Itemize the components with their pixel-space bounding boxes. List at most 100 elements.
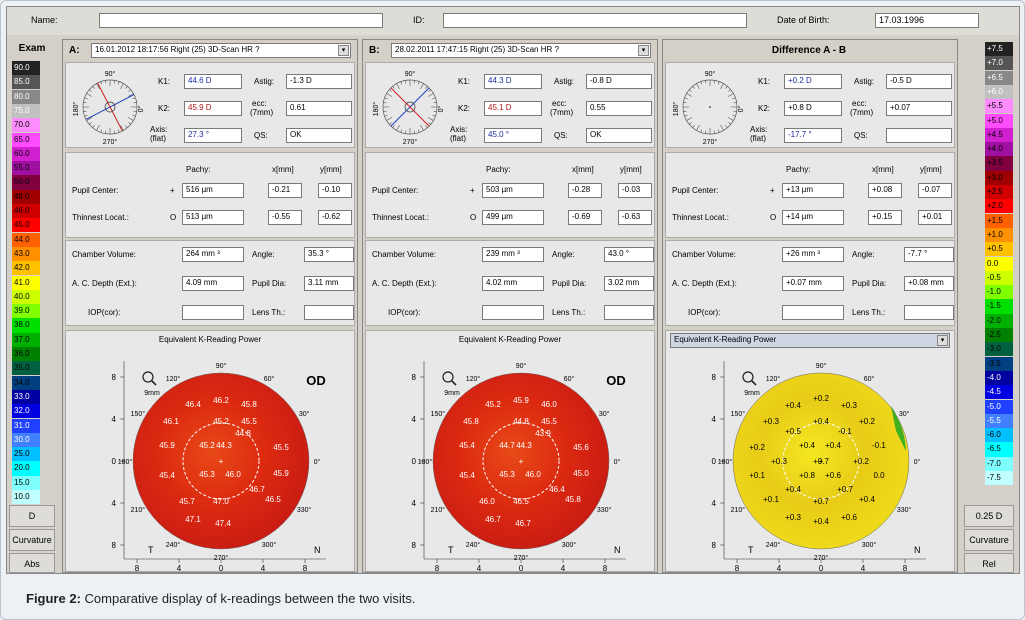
- thin-y-value[interactable]: -0.62: [318, 210, 352, 225]
- qs-value[interactable]: [886, 128, 952, 143]
- pupil-pachy-value[interactable]: +13 µm: [782, 183, 844, 198]
- ecc-value[interactable]: 0.55: [586, 101, 652, 116]
- name-field[interactable]: [99, 13, 383, 28]
- k2-value[interactable]: 45.9 D: [184, 101, 242, 116]
- ecc-value[interactable]: 0.61: [286, 101, 352, 116]
- thin-x-value[interactable]: -0.55: [268, 210, 302, 225]
- nasal-label: N: [314, 545, 321, 555]
- astig-value[interactable]: -1.3 D: [286, 74, 352, 89]
- chevron-down-icon[interactable]: ▾: [638, 45, 649, 56]
- magnifier-icon[interactable]: [142, 371, 157, 386]
- pupil-y-value[interactable]: -0.07: [918, 183, 952, 198]
- axis-value[interactable]: 27.3 °: [184, 128, 242, 143]
- id-field[interactable]: [443, 13, 747, 28]
- thin-y-value[interactable]: +0.01: [918, 210, 952, 225]
- magnifier-icon[interactable]: [442, 371, 457, 386]
- x-tick-label: 0: [819, 564, 824, 571]
- thin-pachy-value[interactable]: 513 µm: [182, 210, 244, 225]
- color-scale-step: -5.5: [985, 413, 1013, 428]
- scale-mode-button[interactable]: Abs: [9, 553, 55, 573]
- astig-value[interactable]: -0.5 D: [886, 74, 952, 89]
- thin-x-value[interactable]: -0.69: [568, 210, 602, 225]
- map-type-select[interactable]: Equivalent K-Reading Power ▾: [670, 333, 950, 348]
- chamber-volume-value[interactable]: 264 mm ³: [182, 247, 244, 262]
- angle-value[interactable]: -7.7 °: [904, 247, 954, 262]
- map-value: 44.3: [216, 441, 232, 450]
- chamber-volume-value[interactable]: 239 mm ³: [482, 247, 544, 262]
- map-value: 45.9: [159, 441, 175, 450]
- map-type-button[interactable]: Curvature: [9, 529, 55, 551]
- color-scale-step: 45.0: [12, 218, 40, 233]
- anterior-chamber-section: Chamber Volume: 264 mm ³ Angle: 35.3 ° A. C.…: [65, 240, 355, 326]
- pupil-pachy-value[interactable]: 503 µm: [482, 183, 544, 198]
- ac-depth-value[interactable]: 4.09 mm: [182, 276, 244, 291]
- ecc-value[interactable]: +0.07: [886, 101, 952, 116]
- lens-value[interactable]: [904, 305, 954, 320]
- thin-x-value[interactable]: +0.15: [868, 210, 902, 225]
- qs-value[interactable]: OK: [286, 128, 352, 143]
- ecc-label: ecc:: [252, 99, 267, 108]
- map-type-button[interactable]: Curvature: [964, 529, 1014, 551]
- axis-value[interactable]: 45.0 °: [484, 128, 542, 143]
- scale-mode-button[interactable]: Rel: [964, 553, 1014, 573]
- k1-value[interactable]: 44.3 D: [484, 74, 542, 89]
- iop-label: IOP(cor):: [88, 308, 121, 317]
- step-button[interactable]: 0.25 D: [964, 505, 1014, 527]
- step-button[interactable]: D: [9, 505, 55, 527]
- angle-value[interactable]: 35.3 °: [304, 247, 354, 262]
- chamber-volume-value[interactable]: +26 mm ³: [782, 247, 844, 262]
- ac-depth-value[interactable]: 4.02 mm: [482, 276, 544, 291]
- lens-value[interactable]: [604, 305, 654, 320]
- pupil-dia-value[interactable]: 3.02 mm: [604, 276, 654, 291]
- pupil-ring: [782, 422, 860, 500]
- pupil-y-value[interactable]: -0.03: [618, 183, 652, 198]
- pupil-x-value[interactable]: +0.08: [868, 183, 902, 198]
- map-degree-label: 300°: [262, 541, 277, 549]
- map-value: 46.7: [249, 485, 265, 494]
- k1-value[interactable]: +0.2 D: [784, 74, 842, 89]
- pupil-dia-value[interactable]: +0.08 mm: [904, 276, 954, 291]
- thin-y-value[interactable]: -0.63: [618, 210, 652, 225]
- map-degree-label: 240°: [466, 541, 481, 549]
- iop-value[interactable]: [482, 305, 544, 320]
- color-scale-step: 36.0: [12, 347, 40, 362]
- map-degree-label: 150°: [131, 410, 146, 418]
- exam-select[interactable]: 28.02.2011 17:47:15 Right (25) 3D-Scan H…: [391, 43, 651, 58]
- map-value: +0.4: [785, 485, 801, 494]
- k1-value[interactable]: 44.6 D: [184, 74, 242, 89]
- map-degree-label: 270°: [514, 554, 529, 562]
- y-tick-label: 4: [112, 415, 117, 424]
- pupil-center-label: Pupil Center:: [672, 186, 719, 195]
- angle-value[interactable]: 43.0 °: [604, 247, 654, 262]
- pupil-x-value[interactable]: -0.21: [268, 183, 302, 198]
- panel-letter: A:: [69, 45, 80, 56]
- qs-value[interactable]: OK: [586, 128, 652, 143]
- color-scale-step: 46.0: [12, 204, 40, 219]
- k2-value[interactable]: 45.1 D: [484, 101, 542, 116]
- chevron-down-icon[interactable]: ▾: [937, 335, 948, 346]
- iop-value[interactable]: [782, 305, 844, 320]
- dob-field[interactable]: 17.03.1996: [875, 13, 979, 28]
- lens-value[interactable]: [304, 305, 354, 320]
- pachy-header: Pachy:: [786, 165, 811, 174]
- y-tick-label: 4: [712, 499, 717, 508]
- pupil-x-value[interactable]: -0.28: [568, 183, 602, 198]
- pupil-pachy-value[interactable]: 516 µm: [182, 183, 244, 198]
- thin-pachy-value[interactable]: 499 µm: [482, 210, 544, 225]
- thin-pachy-value[interactable]: +14 µm: [782, 210, 844, 225]
- axis-compass: 90° 270° 180° 0°: [672, 70, 745, 146]
- ac-depth-value[interactable]: +0.07 mm: [782, 276, 844, 291]
- map-value: 45.7: [179, 497, 195, 506]
- axis-value[interactable]: -17.7 °: [784, 128, 842, 143]
- astig-value[interactable]: -0.8 D: [586, 74, 652, 89]
- pupil-dia-value[interactable]: 3.11 mm: [304, 276, 354, 291]
- map-value: +0.3: [763, 417, 779, 426]
- color-scale-step: 38.0: [12, 318, 40, 333]
- pupil-y-value[interactable]: -0.10: [318, 183, 352, 198]
- iop-value[interactable]: [182, 305, 244, 320]
- magnifier-icon[interactable]: [742, 371, 757, 386]
- chevron-down-icon[interactable]: ▾: [338, 45, 349, 56]
- color-scale-step: +5.0: [985, 113, 1013, 128]
- k2-value[interactable]: +0.8 D: [784, 101, 842, 116]
- exam-select[interactable]: 16.01.2012 18:17:56 Right (25) 3D-Scan H…: [91, 43, 351, 58]
